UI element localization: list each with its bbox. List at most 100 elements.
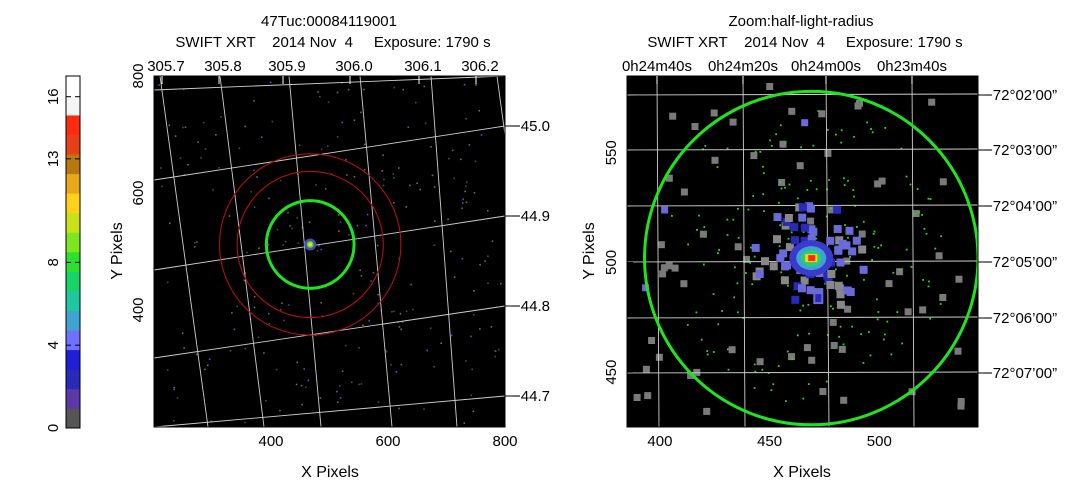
right-tick-label: −44.9: [512, 208, 550, 225]
x-tick-label: 800: [492, 433, 517, 450]
top-tick-label: 0h24m40s: [622, 58, 692, 75]
noise-pixel: [347, 88, 350, 91]
green-photon: [734, 266, 736, 269]
green-photon: [762, 193, 765, 196]
right-tick-label: −72°05’00”: [984, 254, 1057, 271]
noise-pixel: [300, 384, 303, 387]
green-photon: [786, 350, 789, 353]
noise-pixel: [301, 403, 303, 406]
noise-pixel: [401, 321, 404, 323]
noise-pixel: [434, 220, 436, 222]
grey-pixel: [743, 255, 751, 263]
noise-pixel: [244, 125, 246, 128]
noise-pixel: [366, 213, 369, 216]
green-photon: [867, 331, 870, 333]
cluster-pixel: [836, 300, 845, 309]
cluster-pixel: [773, 235, 781, 244]
noise-pixel: [451, 149, 454, 152]
noise-pixel: [346, 174, 348, 176]
noise-pixel: [400, 363, 403, 366]
green-photon: [754, 150, 757, 153]
green-photon: [712, 351, 715, 353]
colorbar-cell: [66, 388, 80, 409]
green-photon: [866, 121, 868, 124]
noise-pixel: [253, 206, 256, 208]
green-photon: [877, 247, 880, 249]
noise-pixel: [461, 207, 463, 210]
noise-pixel: [398, 167, 400, 169]
green-photon: [763, 210, 765, 212]
noise-pixel: [344, 344, 347, 347]
left-source-blob: [304, 238, 317, 251]
noise-pixel: [215, 134, 217, 136]
grey-pixel: [788, 353, 795, 361]
noise-pixel: [287, 304, 290, 306]
noise-pixel: [204, 148, 207, 150]
grey-pixel: [756, 358, 764, 366]
grey-pixel: [803, 344, 811, 352]
green-photon: [886, 320, 889, 323]
grey-pixel: [661, 206, 669, 214]
grey-pixel: [819, 388, 827, 395]
noise-pixel: [166, 369, 169, 371]
green-photon: [807, 303, 810, 306]
noise-pixel: [181, 332, 184, 334]
grey-pixel: [691, 123, 699, 130]
noise-pixel: [307, 379, 310, 382]
left-y-axis: 400 600 800: [130, 63, 160, 323]
noise-pixel: [193, 242, 196, 244]
green-photon: [770, 144, 773, 147]
noise-pixel: [358, 383, 360, 386]
noise-pixel: [351, 381, 353, 384]
noise-pixel: [243, 279, 246, 282]
green-photon: [700, 338, 703, 341]
green-photon: [779, 224, 782, 227]
green-photon: [784, 142, 787, 145]
noise-pixel: [336, 136, 339, 138]
green-photon: [784, 186, 786, 189]
green-photon: [753, 255, 756, 258]
noise-pixel: [297, 242, 300, 244]
noise-pixel: [470, 394, 472, 396]
left-coordinate-grid: [153, 75, 506, 428]
noise-pixel: [197, 141, 199, 143]
green-photon: [727, 368, 730, 371]
noise-pixel: [166, 281, 169, 284]
noise-pixel: [381, 170, 384, 172]
grey-pixel: [838, 345, 846, 353]
green-photon: [880, 244, 882, 247]
noise-pixel: [289, 225, 291, 227]
green-photon: [853, 135, 855, 138]
colorbar-cell: [66, 291, 80, 311]
grey-pixel: [680, 188, 688, 196]
green-photon: [922, 279, 924, 281]
noise-pixel: [265, 400, 267, 402]
noise-pixel: [405, 206, 407, 208]
noise-pixel: [423, 85, 426, 88]
noise-pixel: [295, 383, 298, 386]
cluster-pixel: [761, 257, 769, 266]
right-dec-line: [626, 93, 979, 96]
noise-pixel: [433, 366, 435, 368]
green-photon: [807, 383, 810, 385]
green-photon: [788, 183, 791, 186]
cluster-pixel: [843, 286, 852, 295]
green-photon: [726, 218, 729, 221]
noise-pixel: [460, 158, 462, 161]
green-photon: [846, 274, 848, 277]
noise-pixel: [393, 177, 395, 179]
grey-pixel: [957, 402, 965, 410]
cluster-pixel: [834, 245, 843, 254]
colorbar-cell: [66, 95, 80, 116]
grey-pixel: [665, 174, 673, 182]
cluster-pixel: [833, 225, 842, 233]
noise-pixel: [184, 126, 187, 128]
right-title: Zoom:half-light-radius: [728, 13, 873, 30]
noise-pixel: [359, 269, 361, 272]
right-tick-label: −72°02’00”: [984, 87, 1057, 104]
noise-pixel: [463, 422, 466, 424]
noise-pixel: [279, 409, 281, 412]
noise-pixel: [320, 301, 322, 304]
grey-pixel: [659, 270, 667, 278]
